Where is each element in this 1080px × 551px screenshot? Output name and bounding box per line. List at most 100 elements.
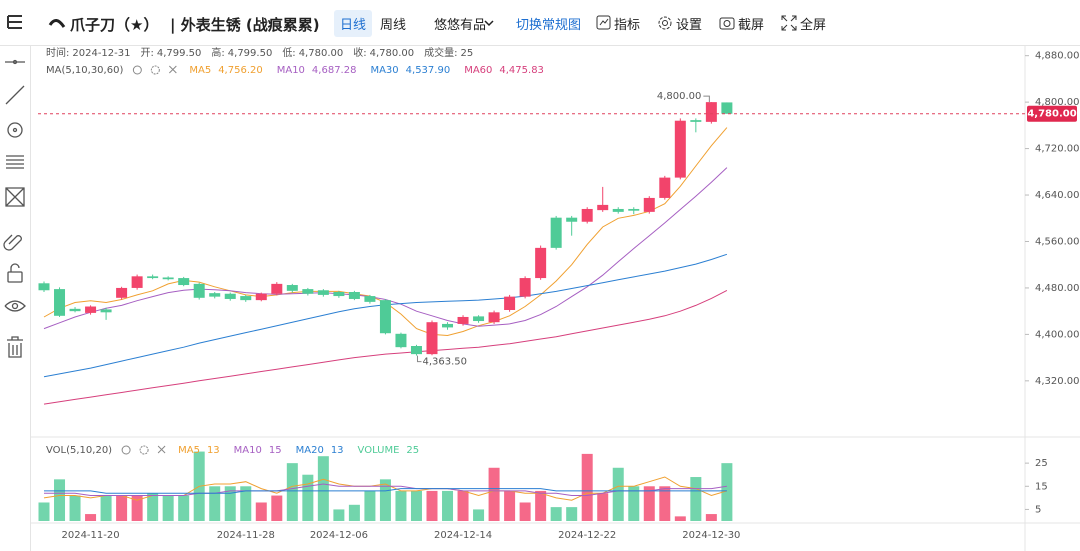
- annotation-leader: [703, 95, 710, 103]
- info-value: 4,799.50: [228, 48, 273, 59]
- info-value: 4,780.00: [299, 48, 344, 59]
- legend-name: MA10: [234, 445, 262, 456]
- volume-bar: [473, 509, 485, 521]
- annotation-leader: [416, 355, 422, 363]
- candle-body: [379, 300, 391, 334]
- volume-bar: [240, 486, 252, 521]
- settings-button[interactable]: 设置: [676, 18, 703, 33]
- fullscreen-button[interactable]: 全屏: [800, 18, 827, 33]
- legend-name: MA5: [189, 65, 211, 76]
- legend-name: MA60: [464, 65, 492, 76]
- volume-bar: [302, 474, 314, 521]
- volume-bar: [457, 490, 469, 521]
- volume-bar: [535, 490, 547, 521]
- screenshot-button[interactable]: 截屏: [738, 18, 765, 33]
- switch-button[interactable]: 切换常规图: [516, 18, 582, 33]
- candle-body: [643, 197, 655, 212]
- volume-ma-line: [44, 483, 727, 496]
- candle-body: [364, 296, 376, 302]
- candle-body: [535, 247, 547, 279]
- y-tick-label: 25: [1035, 458, 1048, 469]
- x-tick-label: 2024-12-30: [682, 530, 740, 541]
- info-value: 4,780.00: [370, 48, 415, 59]
- y-tick-label: 4,720.00: [1035, 144, 1080, 155]
- candle-body: [255, 293, 267, 301]
- candle-body: [116, 287, 128, 298]
- volume-bar: [85, 514, 97, 521]
- volume-bar: [54, 479, 66, 521]
- y-tick-label: 4,480.00: [1035, 283, 1080, 294]
- legend-name: VOLUME: [358, 445, 400, 456]
- candle-body: [473, 316, 485, 322]
- day-button[interactable]: 日线: [334, 10, 373, 37]
- volume-bar: [504, 490, 516, 521]
- x-tick-label: 2024-12-06: [310, 530, 368, 541]
- volume-bar: [116, 495, 128, 521]
- eye-icon: [132, 65, 142, 75]
- volume-bar: [178, 495, 190, 521]
- volume-bar: [519, 502, 531, 521]
- legend-value: 4,687.28: [312, 65, 357, 76]
- candle-body: [705, 102, 717, 122]
- candle-body: [209, 293, 221, 297]
- menu-icon[interactable]: [0, 0, 30, 45]
- volume-bar: [643, 486, 655, 521]
- volume-bar: [410, 490, 422, 521]
- volume-bar: [659, 486, 671, 521]
- volume-title: VOL(5,10,20): [46, 445, 112, 456]
- gear-icon: [150, 65, 160, 75]
- toolbar: 爪子刀（★） | 外表生锈 (战痕累累) 日线 周线 悠悠有品 切换常规图 指标…: [0, 0, 1080, 46]
- logo: [48, 19, 66, 28]
- screenshot-icon: [719, 17, 735, 30]
- volume-bar: [38, 502, 50, 521]
- candle-body: [317, 290, 329, 295]
- x-tick-label: 2024-12-14: [434, 530, 492, 541]
- ma-line: [43, 289, 728, 405]
- volume-bar: [147, 493, 159, 521]
- volume-bar: [69, 495, 81, 521]
- candle-body: [442, 323, 454, 328]
- candle-body: [178, 278, 190, 286]
- legend-name: MA20: [296, 445, 324, 456]
- candle-body: [550, 217, 562, 248]
- candle-body: [271, 283, 283, 294]
- legend-value: 4,756.20: [218, 65, 263, 76]
- info-label: 高:: [211, 46, 224, 59]
- legend-name: MA30: [370, 65, 398, 76]
- candle-body: [38, 283, 50, 291]
- volume-bar: [100, 495, 112, 521]
- candle-body: [457, 316, 469, 324]
- candle-body: [85, 306, 97, 313]
- volume-bar: [395, 490, 407, 521]
- candle-body: [54, 289, 66, 316]
- drawing-tools[interactable]: [0, 46, 30, 376]
- volume-bar: [255, 502, 267, 521]
- volume-bar: [581, 453, 593, 521]
- volume-bar: [721, 463, 733, 521]
- volume-bar: [597, 493, 609, 521]
- candle-body: [426, 322, 438, 355]
- last-price-tag: [1027, 105, 1077, 122]
- x-tick-label: 2024-12-22: [558, 530, 616, 541]
- x-tick-label: 2024-11-28: [217, 530, 275, 541]
- gear-icon: [139, 445, 149, 455]
- candle-body: [100, 309, 112, 313]
- candle-body: [147, 276, 159, 279]
- volume-bar: [628, 486, 640, 521]
- info-label: 开:: [141, 48, 154, 59]
- fullscreen-icon: [781, 15, 797, 31]
- legend-icons: [121, 445, 166, 455]
- week-button[interactable]: 周线: [380, 18, 407, 33]
- y-tick-label: 15: [1035, 481, 1048, 492]
- candle-body: [410, 346, 422, 355]
- settings-icon: [658, 16, 672, 30]
- volume-bar: [566, 507, 578, 521]
- volume-bar: [224, 486, 236, 521]
- y-tick-label: 4,640.00: [1035, 190, 1080, 201]
- volume-bar: [488, 467, 500, 521]
- indicator-button[interactable]: 指标: [614, 18, 641, 33]
- source-dropdown[interactable]: 悠悠有品: [434, 18, 487, 33]
- candle-body: [240, 296, 252, 301]
- legend-icons: [132, 65, 177, 75]
- legend-name: MA10: [277, 65, 305, 76]
